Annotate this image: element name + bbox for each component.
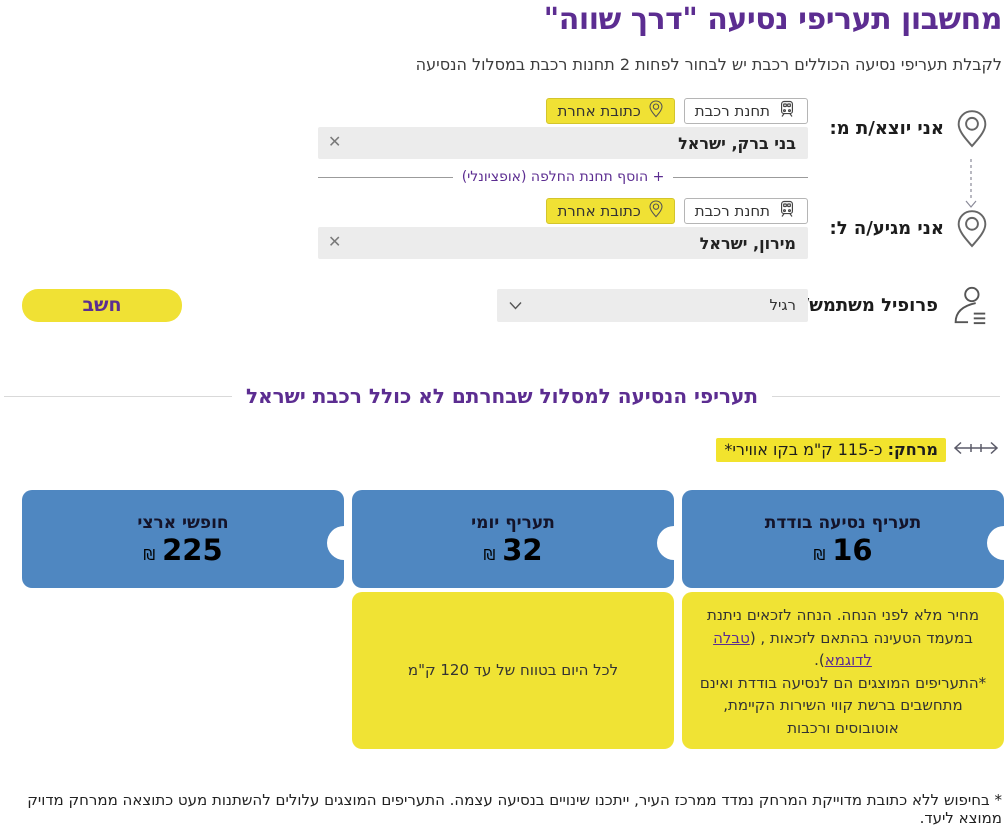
train-icon [777, 199, 797, 223]
origin-label: אני יוצא/ת מ: [829, 118, 944, 139]
fare-price: 225 ₪ [143, 536, 222, 565]
shekel-sign: ₪ [483, 546, 496, 564]
distance-highlight: מרחק: כ-115 ק"מ בקו אווירי* [716, 438, 946, 462]
fare-cards: תעריף נסיעה בודדת 16 ₪ מחיר מלא לפני הנח… [22, 490, 1004, 749]
page-title: מחשבון תעריפי נסיעה "דרך שווה" [543, 2, 1003, 37]
ticket-notch [987, 526, 1004, 560]
fare-price: 16 ₪ [813, 536, 872, 565]
fare-card-header: חופשי ארצי 225 ₪ [22, 490, 344, 588]
heading-line [772, 395, 1000, 397]
results-heading-row: תעריפי הנסיעה למסלול שבחרתם לא כולל רכבת… [3, 384, 1000, 408]
origin-pin-icon [954, 109, 990, 149]
daily-fare-note: לכל היום בטווח של עד 120 ק"מ [407, 661, 619, 680]
shekel-sign: ₪ [813, 546, 826, 564]
calculate-button[interactable]: חשב [22, 288, 182, 322]
single-ride-disclaimer: *התעריפים המוצגים הם לנסיעה בודדת ואינם … [699, 673, 987, 737]
destination-controls: תחנת רכבת כתובת אחרת ✕ [318, 198, 808, 259]
origin-row: אני יוצא/ת מ: תחנת רכבת כתובת אחרת [0, 98, 1004, 159]
distance-label: מרחק: [887, 440, 938, 459]
destination-input-wrap: ✕ [318, 227, 808, 259]
destination-train-station-label: תחנת רכבת [694, 202, 770, 220]
profile-row: פרופיל משתמש/ת רגיל חשב [0, 284, 1004, 326]
fare-card-daily: תעריף יומי 32 ₪ לכל היום בטווח של עד 120… [352, 490, 674, 749]
destination-other-address-button[interactable]: כתובת אחרת [546, 198, 675, 224]
fare-card-single-ride: תעריף נסיעה בודדת 16 ₪ מחיר מלא לפני הנח… [682, 490, 1004, 749]
destination-other-address-label: כתובת אחרת [557, 202, 641, 220]
divider-line [673, 176, 808, 178]
example-table-link[interactable]: טבלה לדוגמא [713, 628, 872, 670]
fare-price: 32 ₪ [483, 536, 542, 565]
destination-pin-icon [954, 209, 990, 249]
origin-input[interactable] [318, 127, 808, 159]
route-form: אני יוצא/ת מ: תחנת רכבת כתובת אחרת [0, 98, 1004, 326]
heading-line [3, 395, 232, 397]
distance-value: כ-115 ק"מ בקו אווירי* [724, 440, 888, 459]
fare-card-title: תעריף נסיעה בודדת [764, 513, 922, 533]
fare-amount: 32 [502, 533, 543, 567]
profile-label-group: פרופיל משתמש/ת [790, 284, 1004, 326]
origin-controls: תחנת רכבת כתובת אחרת ✕ [318, 98, 808, 159]
page-footnote: * בחיפוש ללא כתובת מדוייקת המרחק נמדד ממ… [27, 791, 1002, 825]
profile-select[interactable]: רגיל [497, 288, 808, 322]
origin-other-address-label: כתובת אחרת [557, 102, 641, 120]
fare-card-note: מחיר מלא לפני הנחה. הנחה לזכאים ניתנת במ… [682, 592, 1004, 749]
destination-train-station-button[interactable]: תחנת רכבת [683, 198, 808, 224]
fare-amount: 225 [162, 533, 223, 567]
single-ride-note: מחיר מלא לפני הנחה. הנחה לזכאים ניתנת במ… [698, 604, 988, 672]
destination-clear-icon[interactable]: ✕ [328, 234, 342, 251]
origin-train-station-label: תחנת רכבת [694, 102, 770, 120]
origin-train-station-button[interactable]: תחנת רכבת [683, 98, 808, 124]
fare-card-header: תעריף נסיעה בודדת 16 ₪ [682, 490, 1004, 588]
train-icon [777, 99, 797, 123]
fare-card-title: תעריף יומי [471, 513, 555, 533]
profile-selected-value: רגיל [769, 296, 796, 314]
destination-type-buttons: תחנת רכבת כתובת אחרת [318, 198, 808, 224]
fare-card-national-pass: חופשי ארצי 225 ₪ [22, 490, 344, 749]
ticket-notch [327, 526, 344, 560]
divider-line [318, 176, 453, 178]
route-dashed-arrow-icon [964, 158, 978, 214]
user-profile-icon [948, 284, 990, 326]
fare-card-title: חופשי ארצי [137, 513, 229, 533]
fare-card-note: לכל היום בטווח של עד 120 ק"מ [352, 592, 674, 749]
add-swap-station-link[interactable]: + הוסף תחנת החלפה (אופציונלי) [453, 169, 674, 185]
origin-type-buttons: תחנת רכבת כתובת אחרת [318, 98, 808, 124]
fare-card-header: תעריף יומי 32 ₪ [352, 490, 674, 588]
pin-icon [648, 200, 664, 222]
destination-label-group: אני מגיע/ה ל: [808, 209, 1004, 249]
profile-label: פרופיל משתמש/ת [790, 294, 938, 316]
origin-label-group: אני יוצא/ת מ: [808, 109, 1004, 149]
destination-row: אני מגיע/ה ל: תחנת רכבת כתובת אחרת [0, 198, 1004, 259]
destination-input[interactable] [318, 227, 808, 259]
chevron-down-icon [509, 296, 522, 314]
destination-label: אני מגיע/ה ל: [829, 218, 944, 239]
distance-arrows-icon [952, 439, 1000, 461]
origin-input-wrap: ✕ [318, 127, 808, 159]
results-heading: תעריפי הנסיעה למסלול שבחרתם לא כולל רכבת… [245, 384, 759, 408]
origin-other-address-button[interactable]: כתובת אחרת [546, 98, 675, 124]
shekel-sign: ₪ [143, 546, 156, 564]
origin-clear-icon[interactable]: ✕ [328, 134, 342, 151]
page-subtitle: לקבלת תעריפי נסיעה הכוללים רכבת יש לבחור… [415, 55, 1002, 74]
note-text: מחיר מלא לפני הנחה. הנחה לזכאים ניתנת במ… [706, 606, 980, 647]
swap-station-divider: + הוסף תחנת החלפה (אופציונלי) [318, 169, 808, 185]
pin-icon [648, 100, 664, 122]
fare-amount: 16 [832, 533, 873, 567]
ticket-notch [657, 526, 674, 560]
distance-row: מרחק: כ-115 ק"מ בקו אווירי* [716, 438, 1000, 462]
note-text: ). [814, 651, 825, 669]
